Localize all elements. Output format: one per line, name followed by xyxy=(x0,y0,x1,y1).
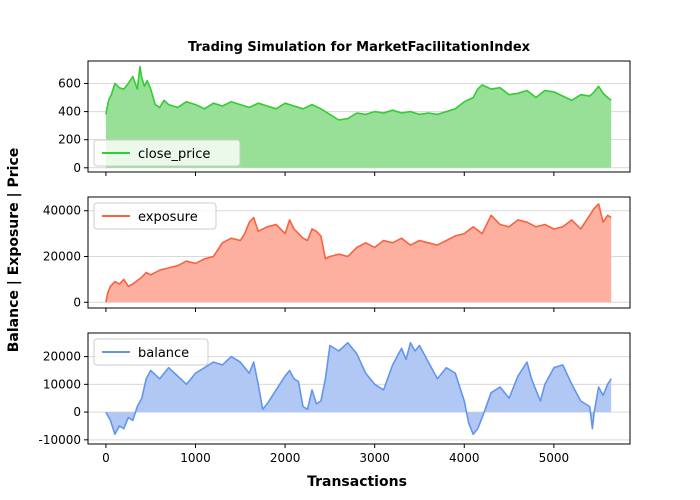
x-tick-label: 2000 xyxy=(270,451,301,465)
y-tick-label: 40000 xyxy=(43,204,81,218)
y-tick-label: 20000 xyxy=(43,250,81,264)
panel-frame xyxy=(87,196,631,309)
legend-balance: balance xyxy=(93,338,209,366)
legend-box xyxy=(93,139,241,167)
legend-label: exposure xyxy=(138,210,198,225)
legend-label: close_price xyxy=(138,147,210,162)
y-tick-label: 200 xyxy=(58,133,81,147)
y-tick-label: -10000 xyxy=(38,433,81,447)
chart-title: Trading Simulation for MarketFacilitatio… xyxy=(188,40,531,55)
x-tick-label: 0 xyxy=(102,451,110,465)
y-tick-label: 600 xyxy=(58,76,81,90)
y-tick-label: 0 xyxy=(73,405,81,419)
legend-label: balance xyxy=(138,346,189,361)
x-axis-label: Transactions xyxy=(307,474,407,490)
panel-exposure: 0 20000 40000 exposure xyxy=(43,196,631,312)
panel-frame xyxy=(87,60,631,173)
x-tick-label: 3000 xyxy=(359,451,390,465)
panel-close_price: 0 200 400 600 close_price xyxy=(58,60,631,176)
x-tick-label: 1000 xyxy=(180,451,211,465)
legend-box xyxy=(93,338,209,366)
y-tick-label: 20000 xyxy=(43,350,81,364)
y-axis-label: Balance | Exposure | Price xyxy=(6,148,22,353)
legend-box xyxy=(93,202,217,230)
legend-close_price: close_price xyxy=(93,139,241,167)
panel-balance: -10000 0 10000 20000 0 1000 2000 3000 4000 5000 ba… xyxy=(38,332,631,465)
y-tick-label: 10000 xyxy=(43,377,81,391)
x-tick-label: 5000 xyxy=(539,451,570,465)
legend-exposure: exposure xyxy=(93,202,217,230)
series-line-balance xyxy=(105,341,612,436)
y-tick-label: 0 xyxy=(73,295,81,309)
panel-frame xyxy=(87,332,631,445)
series-line-close_price xyxy=(105,65,612,121)
x-tick-label: 4000 xyxy=(449,451,480,465)
y-tick-label: 0 xyxy=(73,161,81,175)
series-line-exposure xyxy=(105,203,612,303)
y-tick-label: 400 xyxy=(58,105,81,119)
